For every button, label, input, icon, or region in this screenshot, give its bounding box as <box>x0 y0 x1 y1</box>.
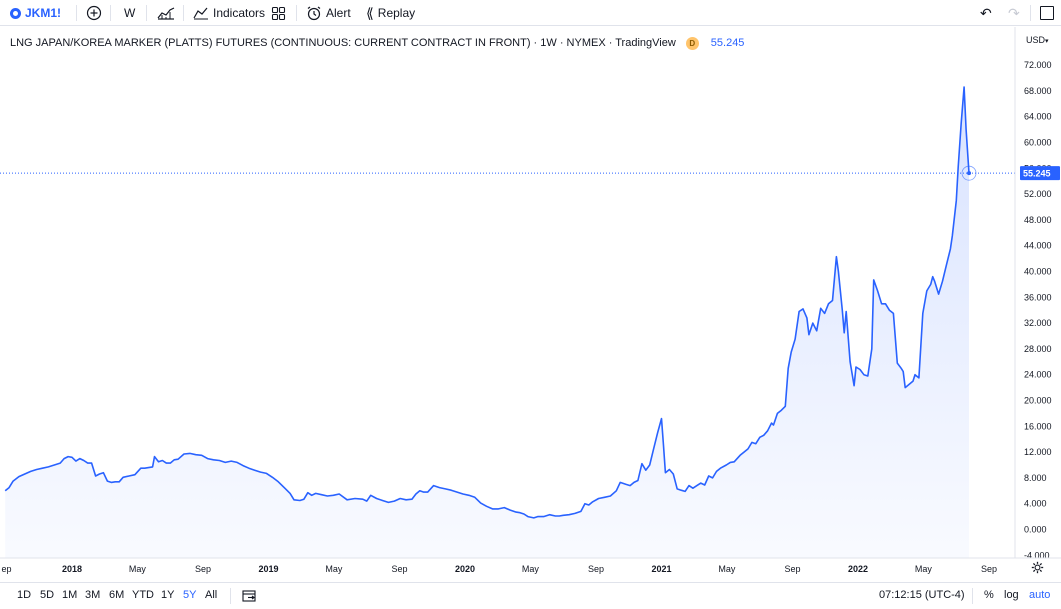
add-circle-icon <box>86 5 102 21</box>
range-5y[interactable]: 5Y <box>183 589 197 601</box>
price-axis-tick-label: 32.000 <box>1024 318 1052 328</box>
currency-label[interactable]: USD▾ <box>1026 35 1049 45</box>
time-axis-tick-label: 2020 <box>455 564 475 574</box>
price-axis-tick-label: 0.000 <box>1024 525 1047 535</box>
price-axis-tick-label: 68.000 <box>1024 86 1052 96</box>
toolbar-divider <box>296 5 297 21</box>
indicators-icon <box>193 7 208 20</box>
replay-button[interactable]: ⟪ Replay <box>366 0 415 26</box>
legend-price: 55.245 <box>710 37 745 49</box>
time-axis-tick-label: May <box>915 564 933 574</box>
undo-icon: ↶ <box>980 5 992 21</box>
time-axis-tick-label: ep <box>2 564 12 574</box>
redo-icon: ↷ <box>1008 5 1020 21</box>
chart-legend: LNG JAPAN/KOREA MARKER (PLATTS) FUTURES … <box>10 36 744 50</box>
toolbar-divider <box>972 588 973 604</box>
chart-type-button[interactable] <box>157 0 175 26</box>
symbol-search-button[interactable]: JKM1! <box>10 0 61 26</box>
interval-label: W <box>124 6 136 20</box>
price-axis-tick-label: 8.000 <box>1024 473 1047 483</box>
time-axis-tick-label: 2021 <box>651 564 671 574</box>
time-axis-tick-label: Sep <box>195 564 211 574</box>
toolbar-divider <box>110 5 111 21</box>
series-line[interactable] <box>4 86 970 519</box>
area-chart-icon <box>157 7 175 20</box>
compare-button[interactable] <box>86 0 102 26</box>
series-area-fill <box>5 87 969 558</box>
chart-title: LNG JAPAN/KOREA MARKER (PLATTS) FUTURES … <box>10 37 676 49</box>
time-axis-tick-label: May <box>325 564 343 574</box>
time-axis-tick-label: Sep <box>785 564 801 574</box>
time-axis-tick-label: May <box>718 564 736 574</box>
auto-toggle[interactable]: auto <box>1029 589 1051 601</box>
price-axis-tick-label: 60.000 <box>1024 138 1052 148</box>
price-axis-tick-label: 64.000 <box>1024 112 1052 122</box>
symbol-logo-icon <box>10 7 21 19</box>
toolbar-divider <box>183 5 184 21</box>
interval-button[interactable]: W <box>124 0 135 26</box>
price-chart[interactable]: -4.000 0.000 4.000 8.000 12.000 16.000 20.000 2… <box>0 0 1061 582</box>
price-axis-tick-label: 40.000 <box>1024 267 1052 277</box>
log-toggle[interactable]: log <box>1004 589 1019 601</box>
time-axis-tick-label: May <box>522 564 540 574</box>
alert-label: Alert <box>326 6 351 20</box>
price-axis-tick-label: 52.000 <box>1024 189 1052 199</box>
clock-label[interactable]: 07:12:15 (UTC-4) <box>879 589 965 601</box>
last-point-ring <box>961 165 977 181</box>
fullscreen-icon[interactable] <box>1040 6 1054 20</box>
redo-button[interactable]: ↷ <box>1008 0 1020 26</box>
price-axis-tick-label: 36.000 <box>1024 292 1052 302</box>
price-axis-tick-label: 28.000 <box>1024 344 1052 354</box>
time-axis-tick-label: Sep <box>981 564 997 574</box>
price-axis-tick-label: 12.000 <box>1024 447 1052 457</box>
price-axis-tick-label: 24.000 <box>1024 370 1052 380</box>
range-6m[interactable]: 6M <box>109 589 125 601</box>
goto-date-icon[interactable] <box>241 588 257 604</box>
price-axis-tick-label: 20.000 <box>1024 396 1052 406</box>
price-axis-tick-label: 48.000 <box>1024 215 1052 225</box>
price-axis-tick-label: -4.000 <box>1024 550 1050 560</box>
last-point-marker[interactable] <box>967 171 972 176</box>
range-1y[interactable]: 1Y <box>161 589 175 601</box>
top-toolbar: JKM1! W Indicators <box>0 0 1061 26</box>
last-price-tag <box>1020 166 1060 181</box>
alarm-clock-icon <box>307 6 321 21</box>
rewind-icon: ⟪ <box>366 5 374 21</box>
time-axis-tick-label: Sep <box>392 564 408 574</box>
delayed-badge: D <box>685 36 699 50</box>
replay-label: Replay <box>377 6 416 20</box>
symbol-label: JKM1! <box>25 6 62 20</box>
indicators-button[interactable]: Indicators <box>193 0 265 26</box>
alert-button[interactable]: Alert <box>306 0 351 26</box>
price-axis-tick-label: 4.000 <box>1024 499 1047 509</box>
range-3m[interactable]: 3M <box>85 589 101 601</box>
time-axis-tick-label: May <box>129 564 147 574</box>
toolbar-divider <box>146 5 147 21</box>
range-1d[interactable]: 1D <box>17 589 32 601</box>
last-price-tag-label: 55.245 <box>1023 169 1051 179</box>
range-5d[interactable]: 5D <box>40 589 55 601</box>
time-axis-tick-label: 2019 <box>258 564 278 574</box>
time-axis-tick-label: 2018 <box>62 564 82 574</box>
bottom-toolbar: 1D 5D 1M 3M 6M YTD 1Y 5Y All 07:12:15 (U… <box>0 582 1061 609</box>
indicators-label: Indicators <box>213 6 266 20</box>
price-axis-tick-label: 72.000 <box>1024 60 1052 70</box>
toolbar-divider <box>1030 5 1031 21</box>
toolbar-divider <box>76 5 77 21</box>
toolbar-divider <box>230 588 231 604</box>
price-axis-tick-label: 16.000 <box>1024 421 1052 431</box>
range-ytd[interactable]: YTD <box>132 589 154 601</box>
range-all[interactable]: All <box>205 589 218 601</box>
grid-layout-icon <box>271 6 286 20</box>
time-axis-tick-label: 2022 <box>848 564 868 574</box>
layout-button[interactable] <box>271 0 286 26</box>
percent-toggle[interactable]: % <box>984 589 994 601</box>
undo-button[interactable]: ↶ <box>980 0 992 26</box>
range-1m[interactable]: 1M <box>62 589 78 601</box>
time-axis-tick-label: Sep <box>588 564 604 574</box>
price-axis-tick-label: 44.000 <box>1024 241 1052 251</box>
settings-gear-icon[interactable] <box>1031 561 1044 574</box>
